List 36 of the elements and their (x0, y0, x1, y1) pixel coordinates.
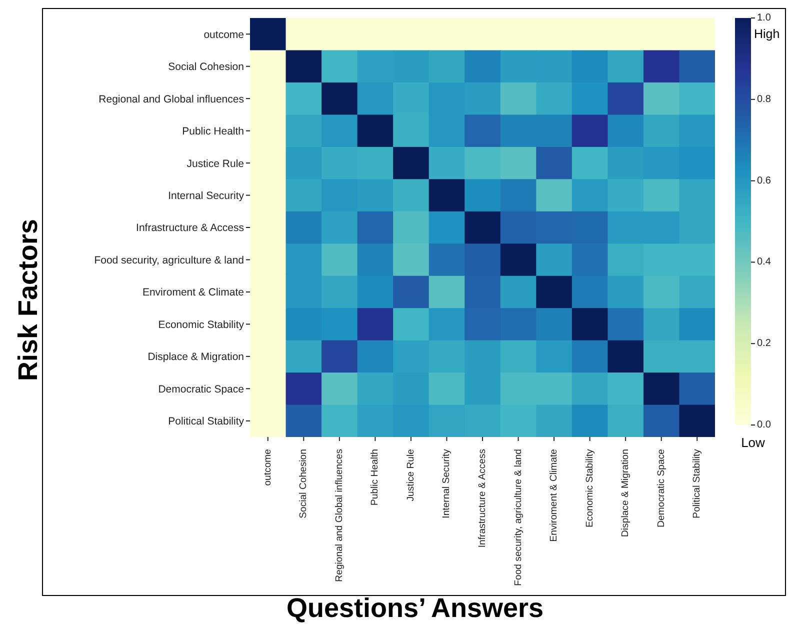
y-tick-label: Internal Security (168, 190, 245, 202)
x-tick-label: Social Cohesion (298, 449, 310, 518)
text: High (754, 27, 780, 41)
x-tick-label: Regional and Global influences (334, 448, 345, 582)
y-tick-label: Public Health (182, 126, 244, 138)
color-bar-label: 1.0 (757, 12, 772, 24)
text: Low (741, 435, 766, 450)
y-tick-label: Justice Rule (186, 158, 244, 170)
x-tick-label: Public Health (370, 449, 381, 506)
color-bar-label: 0.8 (757, 94, 772, 105)
x-tick-label: Displace & Migration (620, 449, 632, 537)
color-bar-label: 0.6 (757, 175, 772, 186)
x-tick-label: Enviroment & Climate (548, 449, 560, 542)
x-tick-label: Economic Stability (584, 448, 596, 528)
y-axis-title: Risk Factors (13, 218, 43, 382)
color-bar-label: 0.0 (757, 420, 772, 430)
x-tick-label: Political Stability (692, 448, 703, 518)
x-tick-label: Infrastructure & Access (477, 448, 488, 548)
x-tick-label: Democratic Space (656, 449, 667, 528)
x-tick-label: Food security, agriculture & land (512, 449, 524, 586)
y-tick-label: Displace & Migration (148, 351, 244, 364)
y-tick-label: Enviroment & Climate (142, 286, 244, 299)
y-tick-label: Economic Stability (158, 318, 245, 331)
x-axis-title: Questions’ Answers (286, 593, 544, 623)
color-bar-label: 0.2 (757, 338, 772, 350)
color-bar-label: 0.4 (757, 256, 772, 268)
y-tick-label: Political Stability (168, 416, 245, 428)
y-tick-label: Social Cohesion (168, 61, 244, 74)
y-tick-label: Food security, agriculture & land (94, 254, 244, 266)
y-tick-label: Regional and Global influences (98, 93, 244, 106)
x-tick-label: Internal Security (441, 448, 452, 518)
x-tick-label: outcome (262, 449, 274, 486)
x-tick-label: Justice Rule (405, 449, 416, 502)
y-tick-label: Democratic Space (158, 383, 244, 396)
y-tick-label: outcome (204, 28, 244, 41)
y-tick-label: Infrastructure & Access (136, 222, 244, 234)
